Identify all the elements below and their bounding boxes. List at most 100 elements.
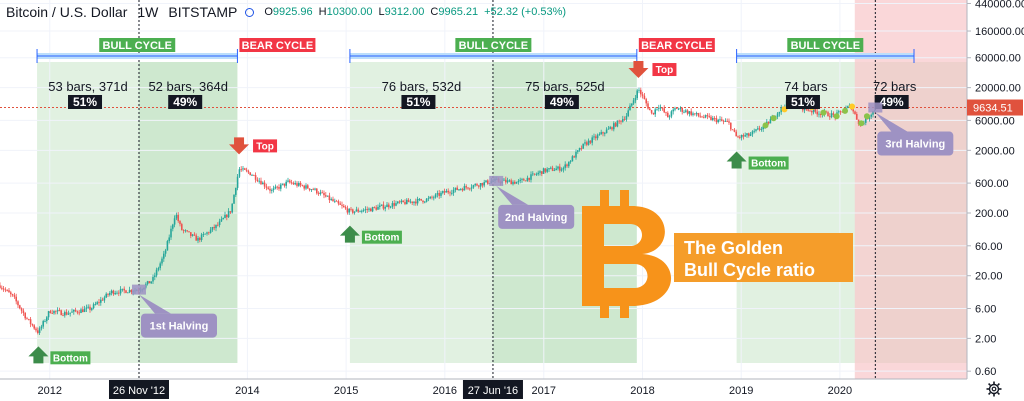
candle-body <box>440 192 442 196</box>
candle-body <box>292 182 295 185</box>
candle-body <box>510 180 512 185</box>
candle-body <box>107 293 109 295</box>
cluster-dot <box>770 115 777 122</box>
candle-body <box>818 113 820 115</box>
x-tick-label: 2017 <box>532 385 556 397</box>
candle-body <box>271 190 273 191</box>
candle-body <box>247 170 250 173</box>
candle-body <box>280 184 282 189</box>
symbol-name[interactable]: Bitcoin / U.S. Dollar <box>6 4 128 20</box>
candle-body <box>278 187 280 189</box>
candle-body <box>577 150 579 152</box>
candle-body <box>640 89 642 95</box>
candle-body <box>332 199 334 202</box>
candle-body <box>308 188 311 190</box>
candle-body <box>748 133 750 136</box>
candle-body <box>94 304 97 305</box>
price-tag-label: 9634.51 <box>973 103 1013 115</box>
candle-body <box>865 117 867 123</box>
candle-body <box>674 108 676 110</box>
candle-body <box>172 224 174 229</box>
ratio-pct-box <box>68 95 103 109</box>
candle-body <box>638 89 640 91</box>
candle-body <box>600 132 602 135</box>
candle-body <box>710 116 712 120</box>
candle-body <box>260 180 262 185</box>
candle-body <box>429 196 431 199</box>
candle-body <box>314 188 316 190</box>
candle-body <box>123 288 125 291</box>
candle-body <box>578 148 581 151</box>
candle-body <box>38 328 41 333</box>
candle-body <box>449 192 451 194</box>
candle-body <box>584 142 586 144</box>
candle-body <box>335 200 338 202</box>
candle-body <box>346 208 349 213</box>
candle-body <box>548 168 550 170</box>
price-axis[interactable]: 440000.00 160000.00 60000.00 20000.00 6000.0… <box>966 0 1024 401</box>
candle-body <box>677 108 680 110</box>
candle-body <box>83 308 86 312</box>
cluster-dot <box>762 122 769 129</box>
candle-body <box>265 186 268 188</box>
candle-body <box>830 113 833 118</box>
candle-body <box>364 209 367 211</box>
candle-body <box>650 110 653 113</box>
candle-body <box>726 121 728 122</box>
interval[interactable]: 1W <box>137 4 159 20</box>
candle-body <box>596 135 599 139</box>
candle-body <box>530 174 532 180</box>
candle-body <box>526 177 529 182</box>
candle-body <box>283 183 286 186</box>
candle-body <box>474 184 476 186</box>
candle-body <box>587 140 590 145</box>
candle-body <box>157 268 160 270</box>
candle-body <box>100 299 102 303</box>
bottom-label: Bottom <box>364 233 399 244</box>
candle-body <box>208 232 210 234</box>
candle-body <box>829 116 831 118</box>
candle-body <box>407 199 410 203</box>
candle-body <box>181 224 183 231</box>
candle-body <box>616 120 619 127</box>
candle-body <box>485 180 487 183</box>
candle-body <box>872 110 874 115</box>
candle-body <box>316 188 318 194</box>
candle-body <box>476 184 478 186</box>
ratio-bars-label: 52 bars, 364d <box>148 79 228 94</box>
ratio-pct-label: 49% <box>173 95 197 109</box>
candle-body <box>811 111 813 113</box>
y-tick-label: 60.00 <box>975 241 1003 253</box>
candle-body <box>870 114 872 117</box>
candle-body <box>427 198 430 200</box>
candle-body <box>168 237 170 242</box>
candle-body <box>85 307 88 309</box>
candle-body <box>564 164 566 168</box>
candle-body <box>11 294 14 296</box>
candle-body <box>760 129 763 130</box>
y-tick-label: 6.00 <box>975 303 996 315</box>
ratio-pct-box <box>785 95 820 109</box>
candle-body <box>298 183 300 186</box>
candle-body <box>190 232 192 236</box>
candle-body <box>636 90 638 99</box>
date-marker-tag <box>108 380 169 399</box>
candle-body <box>838 111 840 113</box>
candle-body <box>769 119 772 124</box>
halving-callouts: 1st Halving 2nd Halving 3rd Halving <box>131 102 954 338</box>
candle-body <box>10 292 12 295</box>
ratio-pct-box <box>401 95 436 109</box>
gear-icon[interactable] <box>986 381 1002 397</box>
candle-body <box>555 168 557 171</box>
candle-body <box>199 237 201 240</box>
candle-body <box>735 131 737 137</box>
candle-body <box>28 318 30 320</box>
zone-bear <box>854 0 967 379</box>
candle-body <box>438 193 440 196</box>
halving-label: 3rd Halving <box>885 139 945 151</box>
callout-line-2: Bull Cycle ratio <box>684 260 815 280</box>
candle-body <box>665 112 667 114</box>
zone-bull <box>349 62 493 363</box>
candle-body <box>566 164 568 167</box>
arrow-up-icon <box>339 225 360 243</box>
